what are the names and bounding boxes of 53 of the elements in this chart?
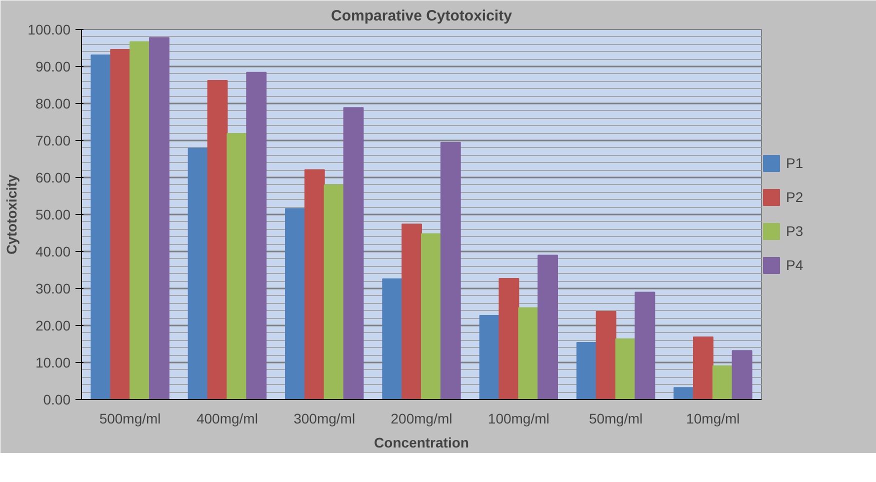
y-tick-label: 0.00 [43, 392, 71, 408]
bar [343, 107, 364, 400]
y-tick-label: 80.00 [35, 96, 71, 112]
y-tick-label: 30.00 [35, 280, 71, 296]
bar [596, 310, 616, 400]
bar [518, 307, 539, 400]
bar [674, 387, 694, 400]
bar [304, 169, 325, 400]
bar [324, 184, 344, 400]
y-tick-label: 60.00 [35, 170, 71, 186]
bar [246, 72, 267, 400]
y-tick-label: 20.00 [35, 318, 71, 334]
x-tick-label: 10mg/ml [686, 410, 740, 426]
bar [226, 132, 248, 400]
bar [440, 142, 461, 400]
x-tick-label: 500mg/ml [99, 410, 161, 426]
bar [634, 292, 656, 400]
x-axis-title: Concentration [374, 434, 469, 450]
y-tick-label: 90.00 [35, 58, 71, 74]
x-tick-label: 50mg/ml [588, 410, 643, 426]
y-axis-title: Cytotoxicity [4, 174, 20, 255]
bar [498, 278, 520, 400]
bar [382, 278, 403, 400]
legend-label: P3 [786, 223, 804, 239]
bar [421, 233, 442, 400]
bar [149, 37, 170, 400]
bar [130, 41, 150, 400]
y-tick-label: 100.00 [28, 22, 71, 38]
bar [712, 365, 733, 400]
x-tick-label: 300mg/ml [294, 410, 356, 426]
bar [90, 54, 112, 400]
x-tick-label: 400mg/ml [196, 410, 258, 426]
chart-title: Comparative Cytotoxicity [331, 8, 513, 24]
legend-label: P1 [786, 155, 804, 171]
bar [285, 208, 306, 400]
bar [188, 148, 208, 400]
legend-label: P2 [786, 189, 804, 205]
bar [732, 350, 752, 400]
y-tick-label: 50.00 [35, 206, 71, 222]
bar [479, 315, 500, 400]
y-tick-label: 70.00 [35, 132, 71, 148]
bar [576, 342, 597, 400]
bar [110, 48, 131, 400]
bar [207, 80, 228, 400]
bar [402, 224, 422, 400]
bar [538, 254, 558, 400]
bar [615, 338, 636, 400]
x-tick-label: 200mg/ml [390, 410, 452, 426]
x-tick-label: 100mg/ml [488, 410, 550, 426]
legend-label: P4 [786, 257, 804, 273]
bar [693, 336, 714, 400]
y-tick-label: 10.00 [35, 354, 71, 370]
y-tick-label: 40.00 [35, 244, 71, 260]
